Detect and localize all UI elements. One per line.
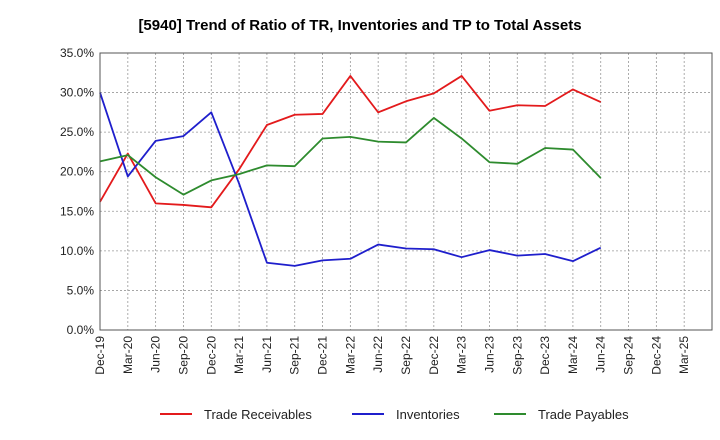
x-tick-label: Jun-22 <box>371 336 385 373</box>
x-axis: Dec-19 Mar-20 Jun-20 Sep-20 Dec-20 Mar-21 Jun-… <box>93 336 691 375</box>
x-tick-label: Mar-22 <box>343 336 357 374</box>
x-tick-label: Jun-21 <box>260 336 274 373</box>
x-tick-label: Mar-21 <box>232 336 246 374</box>
x-tick-label: Dec-21 <box>316 336 330 375</box>
series-layer <box>99 75 602 267</box>
x-tick-label: Dec-20 <box>204 336 218 375</box>
x-tick-label: Dec-19 <box>93 336 107 375</box>
y-tick-label: 35.0% <box>60 46 94 60</box>
x-tick-label: Mar-20 <box>121 336 135 374</box>
legend-label: Inventories <box>396 407 460 422</box>
plot-frame <box>99 52 713 331</box>
chart-title: [5940] Trend of Ratio of TR, Inventories… <box>138 17 581 34</box>
y-tick-label: 20.0% <box>60 165 94 179</box>
grid <box>100 52 712 331</box>
x-tick-label: Sep-24 <box>622 336 636 375</box>
legend: Trade Receivables Inventories Trade Payabl… <box>160 407 629 422</box>
y-tick-label: 10.0% <box>60 244 94 258</box>
x-tick-label: Sep-22 <box>399 336 413 375</box>
x-tick-label: Jun-24 <box>594 336 608 373</box>
y-tick-label: 25.0% <box>60 125 94 139</box>
x-tick-label: Dec-22 <box>427 336 441 375</box>
series-line-inventories <box>99 92 602 267</box>
x-tick-label: Sep-20 <box>176 336 190 375</box>
x-tick-label: Mar-24 <box>566 336 580 374</box>
x-tick-label: Jun-20 <box>149 336 163 373</box>
x-tick-label: Dec-24 <box>649 336 663 375</box>
x-tick-label: Mar-23 <box>455 336 469 374</box>
series-line-trade-payables <box>99 117 602 196</box>
x-tick-label: Sep-23 <box>510 336 524 375</box>
y-tick-label: 5.0% <box>67 283 95 297</box>
x-tick-label: Jun-23 <box>482 336 496 373</box>
legend-label: Trade Receivables <box>204 407 312 422</box>
y-axis: 0.0% 5.0% 10.0% 15.0% 20.0% 25.0% 30.0% 35.0% <box>60 46 94 337</box>
y-tick-label: 15.0% <box>60 204 94 218</box>
x-tick-label: Mar-25 <box>677 336 691 374</box>
y-tick-label: 0.0% <box>67 323 95 337</box>
legend-label: Trade Payables <box>538 407 629 422</box>
x-tick-label: Sep-21 <box>288 336 302 375</box>
x-tick-label: Dec-23 <box>538 336 552 375</box>
series-line-trade-receivables <box>99 75 602 209</box>
y-tick-label: 30.0% <box>60 86 94 100</box>
